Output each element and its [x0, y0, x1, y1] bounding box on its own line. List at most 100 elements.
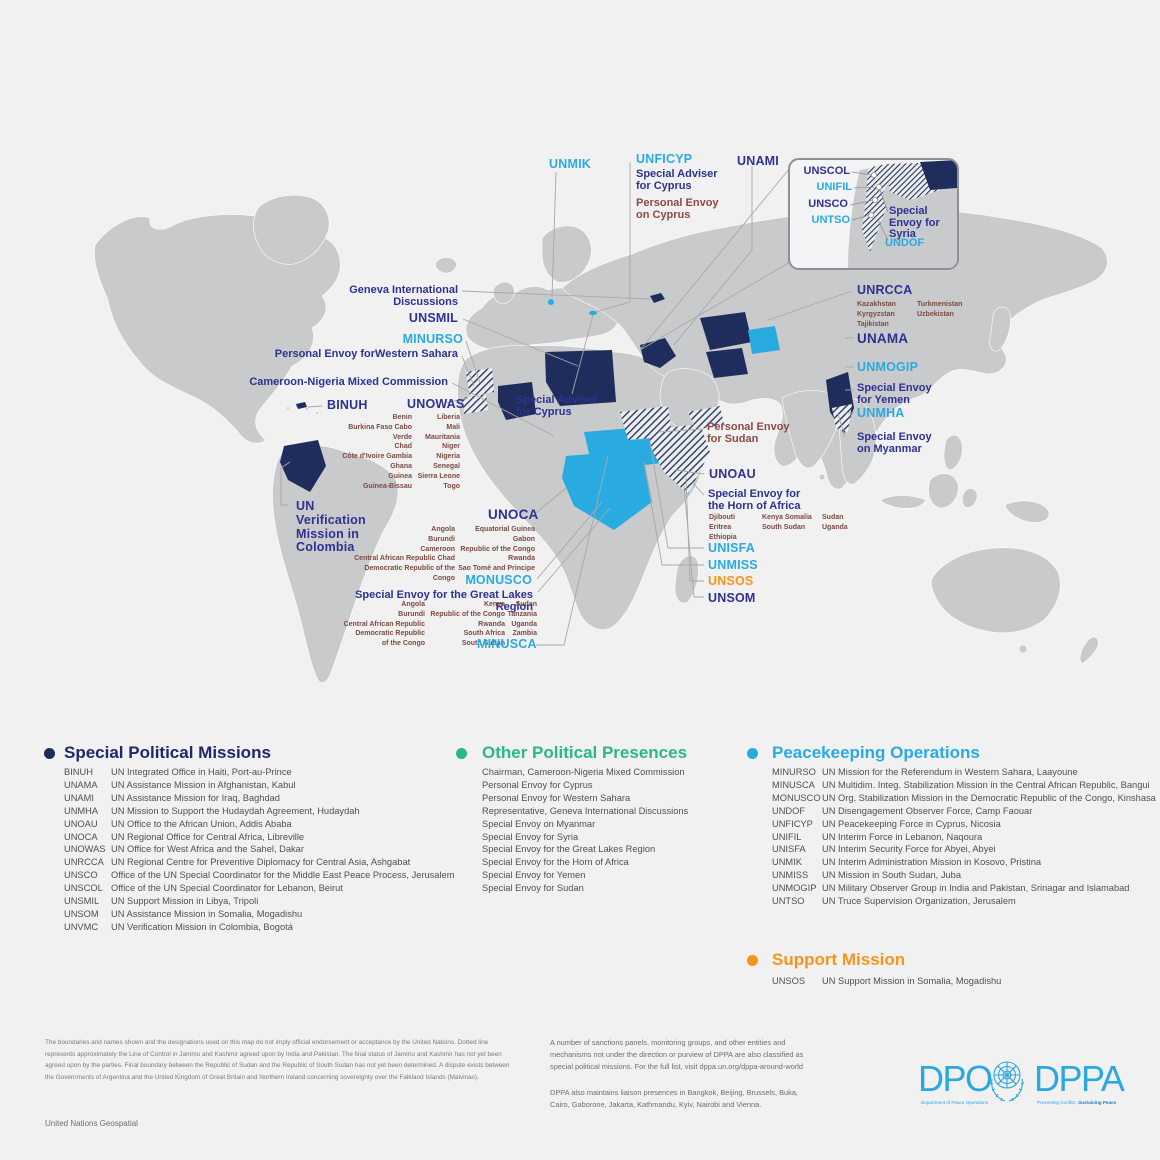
- highlight-senegal: [462, 394, 488, 414]
- mission-code: UNVMC: [64, 921, 99, 932]
- mission-code: UNOCA: [64, 831, 98, 842]
- mission-code: UNDOF: [772, 805, 806, 816]
- spm-item: UNSOM UN Assistance Mission in Somalia, …: [64, 908, 454, 921]
- pko-item: UNMIK UN Interim Administration Mission …: [772, 856, 1156, 869]
- pko-list: MINURSO UN Mission for the Referendum in…: [772, 766, 1156, 908]
- map-countries-unoca-col1: Angola Burundi Cameroon Central African …: [354, 526, 455, 582]
- pko-item: MONUSCO UN Org. Stabilization Mission in…: [772, 792, 1156, 805]
- spm-item: UNAMA UN Assistance Mission in Afghanist…: [64, 779, 454, 792]
- map-countries-horn-col1: Djibouti Eritrea Ethiopia: [709, 514, 737, 541]
- highlight-drc: [562, 450, 652, 530]
- mission-code: UNSOM: [64, 908, 99, 919]
- inset-label-unscol: UNSCOL: [803, 165, 850, 177]
- dppa-tagline: Preventing Conflict, Sustaining Peace: [1037, 1100, 1117, 1105]
- map-label-minurso: MINURSO: [402, 332, 463, 346]
- mission-desc: UN Mission to Support the Hudaydah Agree…: [111, 805, 360, 816]
- highlight-colombia: [280, 440, 326, 492]
- map-label-unami: UNAMI: [737, 154, 779, 168]
- map-countries-unoca-col2: Equatorial Guinea Gabon Republic of the …: [458, 526, 535, 573]
- pko-item: UNDOF UN Disengagement Observer Force, C…: [772, 805, 1156, 818]
- map-label-personal-envoy-sudan: Personal Envoy for Sudan: [707, 421, 790, 446]
- pko-item: UNIFIL UN Interim Force in Lebanon, Naqo…: [772, 831, 1156, 844]
- mission-desc: UN Support Mission in Libya, Tripoli: [111, 896, 259, 907]
- mission-desc: UN Verification Mission in Colombia, Bog…: [111, 921, 293, 932]
- mission-code: UNMIK: [772, 857, 802, 868]
- support-item: UNSOS UN Support Mission in Somalia, Mog…: [772, 975, 1001, 988]
- mission-desc: Office of the UN Special Coordinator for…: [111, 883, 343, 894]
- mission-desc: UN Multidim. Integ. Stabilization Missio…: [822, 779, 1150, 790]
- mission-desc: UN Assistance Mission in Afghanistan, Ka…: [111, 779, 296, 790]
- map-label-unoau: UNOAU: [709, 467, 756, 481]
- map-label-unsom: UNSOM: [708, 591, 756, 605]
- map-label-unrcca: UNRCCA: [857, 283, 913, 297]
- opp-bullet-icon: [456, 748, 467, 759]
- highlight-afghanistan: [706, 348, 748, 378]
- map-label-un-verification-colombia: UN Verification Mission in Colombia: [296, 499, 366, 555]
- opp-item: Special Envoy for Yemen: [482, 870, 586, 881]
- opp-item: Special Envoy for the Horn of Africa: [482, 857, 629, 868]
- liaison-note: DPPA also maintains liaison presences in…: [550, 1088, 798, 1110]
- opp-item: Special Envoy on Myanmar: [482, 818, 596, 829]
- inset-label-unsco: UNSCO: [808, 198, 848, 210]
- map-label-cameroon-nigeria-commission: Cameroon-Nigeria Mixed Commission: [249, 376, 448, 388]
- pko-item: MINUSCA UN Multidim. Integ. Stabilizatio…: [772, 779, 1156, 792]
- mission-code: UNOWAS: [64, 844, 106, 855]
- spm-item: UNSCO Office of the UN Special Coordinat…: [64, 869, 454, 882]
- highlight-mali: [498, 382, 536, 420]
- mission-code: UNRCCA: [64, 857, 104, 868]
- mission-code: UNMISS: [772, 870, 809, 881]
- mission-code: UNSCOL: [64, 883, 103, 894]
- map-label-unisfa: UNISFA: [708, 541, 756, 555]
- mission-highlights: [280, 293, 854, 530]
- highlight-central-asia: [700, 312, 752, 350]
- un-emblem-icon: [986, 1058, 1028, 1109]
- mission-desc: UN Org. Stabilization Mission in the Dem…: [822, 792, 1156, 803]
- mission-code: MINUSCA: [772, 779, 815, 790]
- pko-bullet-icon: [747, 748, 758, 759]
- highlight-car: [584, 428, 638, 458]
- mission-desc: UN Integrated Office in Haiti, Port-au-P…: [111, 767, 292, 777]
- opp-item: Special Envoy for the Great Lakes Region: [482, 844, 656, 855]
- highlight-libya: [545, 350, 616, 406]
- opp-item: Personal Envoy for Cyprus: [482, 779, 593, 790]
- map-label-special-envoy-yemen: Special Envoy for Yemen: [857, 382, 932, 407]
- geospatial-credit: United Nations Geospatial: [45, 1119, 138, 1128]
- map-countries-great-lakes-col3: Sudan Tanzania Uganda Zambia: [507, 601, 537, 638]
- map-label-personal-envoy-western-sahara: Personal Envoy forWestern Sahara: [274, 348, 458, 360]
- mission-desc: UN Mission in South Sudan, Juba: [822, 870, 962, 881]
- opp-item: Personal Envoy for Western Sahara: [482, 792, 631, 803]
- mission-desc: UN Truce Supervision Organization, Jerus…: [822, 896, 1016, 907]
- highlight-horn-of-africa: [648, 424, 710, 494]
- map-countries-unrcca-col2: Turkmenistan Uzbekistan: [917, 301, 963, 318]
- inset-map: [848, 160, 957, 268]
- world-map: [94, 162, 1108, 684]
- mission-code: UNSMIL: [64, 896, 100, 907]
- spm-item: UNSMIL UN Support Mission in Libya, Trip…: [64, 895, 454, 908]
- mission-code: UNTSO: [772, 896, 805, 907]
- mission-desc: UN Regional Centre for Preventive Diplom…: [111, 857, 411, 868]
- spm-title: Special Political Missions: [64, 743, 271, 762]
- inset-city-dots: [868, 171, 883, 219]
- map-label-unsos: UNSOS: [708, 574, 754, 588]
- map-label-unmogip: UNMOGIP: [857, 360, 919, 374]
- spm-item: UNOAU UN Office to the African Union, Ad…: [64, 818, 454, 831]
- support-bullet-icon: [747, 955, 758, 966]
- map-label-special-envoy-horn: Special Envoy for the Horn of Africa: [708, 488, 801, 513]
- mission-desc: UN Mission for the Referendum in Western…: [822, 767, 1078, 777]
- mission-code: MINURSO: [772, 767, 816, 777]
- map-label-special-adviser-cyprus: Special Adviser for Cyprus: [636, 168, 718, 193]
- mission-code: UNSOS: [772, 976, 806, 986]
- map-label-geneva-discussions: Geneva International Discussions: [349, 284, 458, 309]
- mission-desc: UN Disengagement Observer Force, Camp Fa…: [822, 805, 1033, 816]
- map-disclaimer: The boundaries and names shown and the d…: [45, 1039, 510, 1081]
- inset-label-undof: UNDOF: [885, 237, 925, 249]
- map-countries-unowas-col2: Liberia Mali Mauritania Niger Nigeria Se…: [417, 414, 460, 490]
- opp-item: Chairman, Cameroon-Nigeria Mixed Commiss…: [482, 767, 685, 777]
- map-label-personal-envoy-cyprus: Personal Envoy on Cyprus: [636, 197, 719, 222]
- spm-bullet-icon: [44, 748, 55, 759]
- inset-navy-area: [920, 160, 957, 190]
- mission-desc: UN Support Mission in Somalia, Mogadishu: [822, 976, 1002, 986]
- dpo-logo: DPO: [918, 1058, 993, 1099]
- spm-item: UNSCOL Office of the UN Special Coordina…: [64, 882, 454, 895]
